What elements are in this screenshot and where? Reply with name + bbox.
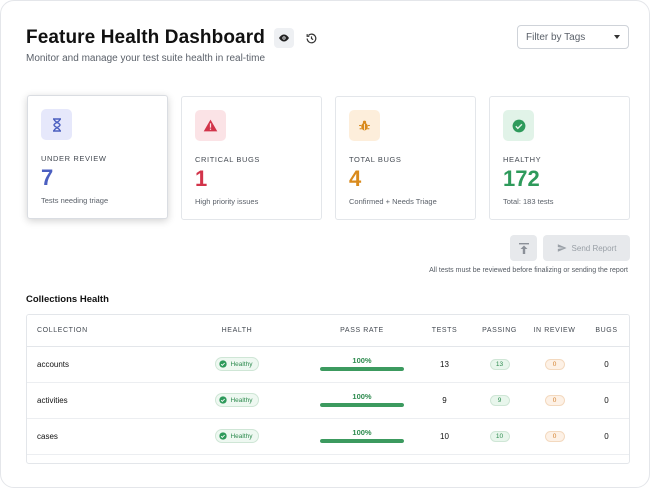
card-healthy[interactable]: HEALTHY 172 Total: 183 tests: [489, 96, 630, 220]
upload-button[interactable]: [510, 235, 537, 261]
card-label: HEALTHY: [503, 155, 542, 164]
check-circle-icon: [219, 396, 228, 404]
chevron-down-icon: [614, 35, 620, 39]
table-row[interactable]: activities Healthy 100% 9 9 0 0: [27, 382, 629, 418]
page-title: Feature Health Dashboard: [26, 27, 265, 48]
eye-icon[interactable]: [273, 28, 294, 48]
card-subtext: Tests needing triage: [41, 196, 109, 205]
bugs-count: 0: [604, 359, 609, 369]
column-header-passing[interactable]: PASSING: [472, 315, 527, 347]
card-subtext: High priority issues: [195, 197, 259, 206]
check-circle-icon: [219, 360, 228, 368]
in-review-badge: 0: [544, 430, 565, 442]
health-badge: Healthy: [215, 429, 259, 443]
column-header-pass-rate[interactable]: PASS RATE: [307, 315, 417, 347]
card-label: UNDER REVIEW: [41, 154, 107, 163]
table-row[interactable]: accounts Healthy 100% 13 13 0 0: [27, 346, 629, 382]
bugs-count: 0: [604, 395, 609, 405]
collections-table: COLLECTION HEALTH PASS RATE TESTS PASSIN…: [26, 314, 630, 464]
tests-count: 13: [440, 359, 449, 369]
history-icon[interactable]: [302, 28, 322, 48]
card-value: 1: [195, 166, 208, 191]
table-row[interactable]: cases Healthy 100% 10 10 0 0: [27, 418, 629, 454]
card-value: 4: [349, 166, 362, 191]
send-icon: [557, 244, 567, 252]
table-header-row: COLLECTION HEALTH PASS RATE TESTS PASSIN…: [27, 315, 629, 347]
bug-icon: [349, 110, 380, 141]
collections-title: Collections Health: [26, 294, 109, 305]
health-label: Healthy: [230, 360, 253, 368]
page-subtitle: Monitor and manage your test suite healt…: [26, 53, 266, 64]
filter-label: Filter by Tags: [526, 31, 586, 43]
upload-icon: [518, 242, 529, 254]
pass-rate: 100%: [320, 392, 404, 407]
column-header-bugs[interactable]: BUGS: [582, 315, 629, 347]
card-subtext: Confirmed + Needs Triage: [349, 197, 437, 206]
collection-name: accounts: [37, 359, 70, 369]
review-note: All tests must be reviewed before finali…: [429, 267, 628, 274]
check-circle-icon: [219, 432, 228, 440]
send-report-label: Send Report: [571, 243, 617, 253]
bugs-count: 0: [604, 431, 609, 441]
pass-rate-bar: [320, 366, 404, 371]
card-subtext: Total: 183 tests: [503, 197, 554, 206]
pass-rate-bar: [320, 402, 404, 407]
tests-count: 10: [440, 431, 449, 441]
check-circle-icon: [503, 110, 534, 141]
pass-rate-value: 100%: [352, 391, 372, 401]
health-label: Healthy: [230, 396, 253, 404]
column-header-tests[interactable]: TESTS: [417, 315, 472, 347]
card-total-bugs[interactable]: TOTAL BUGS 4 Confirmed + Needs Triage: [335, 96, 476, 220]
filter-by-tags-select[interactable]: Filter by Tags: [517, 25, 629, 49]
card-value: 7: [41, 165, 54, 190]
pass-rate: 100%: [320, 428, 404, 443]
passing-badge: 13: [489, 358, 510, 370]
card-label: TOTAL BUGS: [349, 155, 402, 164]
pass-rate-fill: [320, 366, 404, 371]
in-review-badge: 0: [544, 394, 565, 406]
card-label: CRITICAL BUGS: [195, 155, 261, 164]
warning-icon: [195, 110, 226, 141]
health-badge: Healthy: [215, 393, 259, 407]
pass-rate-value: 100%: [352, 355, 372, 365]
column-header-health[interactable]: HEALTH: [167, 315, 307, 347]
passing-badge: 9: [489, 394, 510, 406]
health-label: Healthy: [230, 432, 253, 440]
card-under-review[interactable]: UNDER REVIEW 7 Tests needing triage: [27, 95, 168, 219]
send-report-button[interactable]: Send Report: [543, 235, 630, 261]
in-review-badge: 0: [544, 358, 565, 370]
column-header-collection[interactable]: COLLECTION: [27, 315, 167, 347]
pass-rate-fill: [320, 402, 404, 407]
card-value: 172: [503, 166, 540, 191]
pass-rate-value: 100%: [352, 427, 372, 437]
pass-rate: 100%: [320, 356, 404, 371]
column-header-in-review[interactable]: IN REVIEW: [527, 315, 582, 347]
pass-rate-fill: [320, 438, 404, 443]
health-badge: Healthy: [215, 357, 259, 371]
tests-count: 9: [442, 395, 447, 405]
page-header: Feature Health Dashboard: [26, 27, 322, 49]
passing-badge: 10: [489, 430, 510, 442]
pass-rate-bar: [320, 438, 404, 443]
hourglass-icon: [41, 109, 72, 140]
collection-name: cases: [37, 431, 58, 441]
collection-name: activities: [37, 395, 68, 405]
card-critical-bugs[interactable]: CRITICAL BUGS 1 High priority issues: [181, 96, 322, 220]
